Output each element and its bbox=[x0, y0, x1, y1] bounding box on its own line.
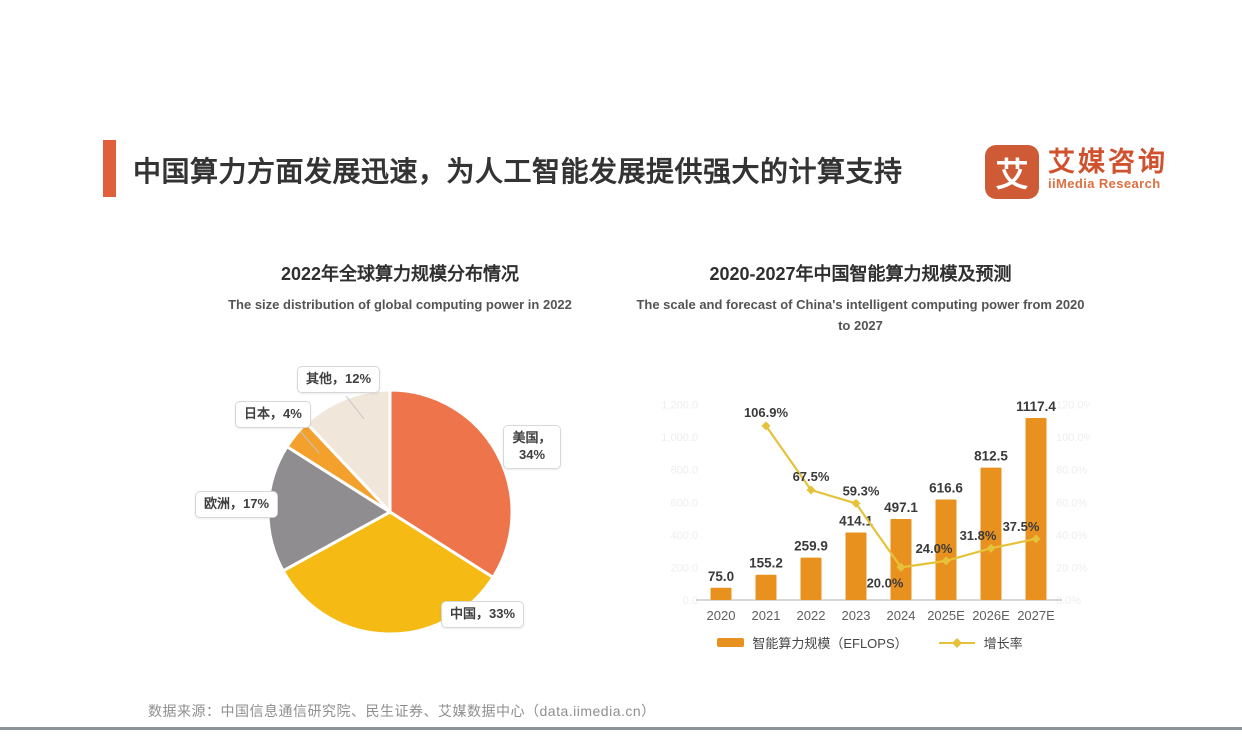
bar-2027E bbox=[1025, 417, 1047, 600]
line-value-label: 20.0% bbox=[867, 575, 904, 590]
bar-line-chart: 1,200.0 1,000.0 800.0 600.0 400.0 200.0 0.0 120… bbox=[661, 399, 1090, 623]
right-axis-tick: 40.0% bbox=[1056, 530, 1087, 542]
pie-label-japan: 日本，4% bbox=[235, 401, 311, 428]
right-axis-tick: 120.0% bbox=[1056, 400, 1090, 412]
right-axis-tick: 80.0% bbox=[1056, 465, 1087, 477]
line-value-label: 24.0% bbox=[916, 541, 953, 556]
line-point-marker bbox=[896, 562, 906, 572]
combo-chart-header: 2020-2027年中国智能算力规模及预测 The scale and fore… bbox=[633, 260, 1088, 337]
x-axis-label-2027E: 2027E bbox=[1017, 608, 1055, 623]
leader-line-japan bbox=[300, 431, 320, 454]
combo-chart-legend: 智能算力规模（EFLOPS） 增长率 bbox=[650, 633, 1090, 652]
line-point-marker bbox=[941, 556, 951, 566]
right-axis-tick: 60.0% bbox=[1056, 497, 1087, 509]
x-axis-label-2022: 2022 bbox=[797, 608, 826, 623]
bar-2020 bbox=[710, 587, 732, 600]
x-axis-label-2025E: 2025E bbox=[927, 608, 965, 623]
bar-value-label: 616.6 bbox=[929, 481, 963, 496]
iimedia-logo-icon: 艾 bbox=[985, 145, 1039, 199]
line-point-marker bbox=[1031, 534, 1041, 544]
pie-chart-title: 2022年全球算力规模分布情况 bbox=[280, 264, 520, 284]
x-axis-label-2023: 2023 bbox=[842, 608, 871, 623]
line-value-label: 31.8% bbox=[960, 528, 997, 543]
right-axis-tick: 100.0% bbox=[1056, 432, 1090, 444]
bar-series-swatch bbox=[717, 638, 745, 647]
x-axis-label-2020: 2020 bbox=[707, 608, 736, 623]
logo-brand-en: iiMedia Research bbox=[1048, 176, 1161, 192]
left-axis-tick: 200.0 bbox=[670, 562, 698, 574]
bar-value-label: 497.1 bbox=[884, 500, 918, 515]
left-axis-tick: 600.0 bbox=[670, 497, 698, 509]
leader-line-others bbox=[345, 395, 365, 420]
logo-brand-cn: 艾媒咨询 bbox=[1048, 147, 1168, 177]
left-axis-tick: 400.0 bbox=[670, 530, 698, 542]
pie-label-china: 中国，33% bbox=[441, 601, 525, 628]
bar-2025E bbox=[935, 499, 957, 600]
bottom-divider bbox=[0, 727, 1242, 730]
bar-series-label: 智能算力规模（EFLOPS） bbox=[752, 636, 908, 651]
left-axis-tick: 1,000.0 bbox=[661, 432, 698, 444]
pie-label-others: 其他，12% bbox=[297, 366, 381, 393]
left-axis-tick: 800.0 bbox=[670, 465, 698, 477]
bar-2023 bbox=[845, 532, 867, 600]
line-point-marker bbox=[761, 421, 771, 431]
bar-value-label: 1117.4 bbox=[1016, 399, 1056, 414]
bar-2022 bbox=[800, 557, 822, 600]
left-axis-tick: 1,200.0 bbox=[661, 400, 698, 412]
bar-value-label: 155.2 bbox=[749, 556, 783, 571]
iimedia-logo: 艾 艾媒咨询 iiMedia Research bbox=[985, 145, 1168, 199]
pie-label-europe: 欧洲，17% bbox=[195, 491, 279, 518]
line-value-label: 67.5% bbox=[793, 469, 830, 484]
line-value-label: 59.3% bbox=[843, 483, 880, 498]
left-axis-tick: 0.0 bbox=[683, 595, 698, 607]
line-series-label: 增长率 bbox=[983, 636, 1023, 651]
right-axis-tick: 20.0% bbox=[1056, 562, 1087, 574]
title-accent-bar bbox=[103, 140, 116, 197]
bar-value-label: 75.0 bbox=[708, 569, 734, 584]
line-point-marker bbox=[806, 485, 816, 495]
page-title: 中国算力方面发展迅速，为人工智能发展提供强大的计算支持 bbox=[133, 156, 903, 187]
pie-chart-header: 2022年全球算力规模分布情况 The size distribution of… bbox=[160, 260, 640, 316]
x-axis-label-2026E: 2026E bbox=[972, 608, 1010, 623]
combo-chart-title: 2020-2027年中国智能算力规模及预测 bbox=[709, 264, 1012, 284]
bar-value-label: 812.5 bbox=[974, 449, 1008, 464]
iimedia-logo-text: 艾媒咨询 iiMedia Research bbox=[1048, 145, 1168, 192]
bar-value-label: 259.9 bbox=[794, 539, 828, 554]
data-source-note: 数据来源：中国信息通信研究院、民生证券、艾媒数据中心（data.iimedia.… bbox=[148, 703, 656, 719]
pie-label-usa: 美国，34% bbox=[503, 425, 561, 469]
bar-2024 bbox=[890, 519, 912, 600]
line-value-label: 106.9% bbox=[744, 405, 789, 420]
x-axis-label-2021: 2021 bbox=[752, 608, 781, 623]
combo-chart-subtitle: The scale and forecast of China's intell… bbox=[636, 297, 1085, 333]
x-axis-label-2024: 2024 bbox=[887, 608, 916, 623]
pie-chart-subtitle: The size distribution of global computin… bbox=[228, 297, 572, 312]
line-value-label: 37.5% bbox=[1003, 519, 1040, 534]
line-point-marker bbox=[986, 543, 996, 553]
pie-chart bbox=[266, 388, 514, 636]
bar-2021 bbox=[755, 574, 777, 600]
line-series-swatch bbox=[938, 637, 975, 648]
line-point-marker bbox=[851, 498, 861, 508]
right-axis-tick: 0.0% bbox=[1056, 595, 1081, 607]
bar-2026E bbox=[980, 467, 1002, 600]
